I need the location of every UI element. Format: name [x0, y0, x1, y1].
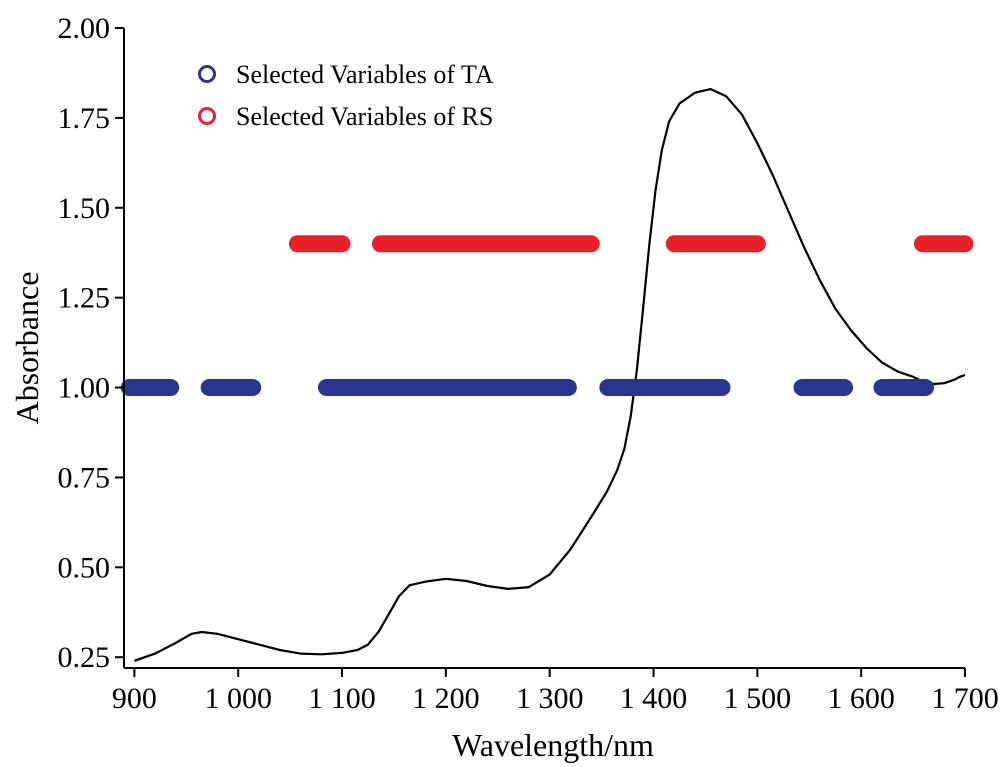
spectrum-layer: [134, 88, 966, 662]
y-tick-label: 1.75: [58, 102, 111, 135]
legend-label: Selected Variables of RS: [236, 102, 493, 131]
y-tick-label: 0.50: [58, 551, 111, 584]
x-tick-label: 1 700: [931, 682, 999, 715]
x-tick-label: 1 000: [204, 682, 272, 715]
y-tick-label: 0.75: [58, 461, 111, 494]
x-tick-label: 1 500: [724, 682, 792, 715]
x-tick-label: 1 300: [516, 682, 584, 715]
ticks: 0.25 0.50 0.75 1.00 1.25 1.50 1.75 2.00 900 1 000…: [58, 12, 999, 715]
y-tick-label: 1.50: [58, 192, 111, 225]
y-tick-label: 2.00: [58, 12, 111, 45]
y-tick-label: 1.00: [58, 372, 111, 405]
x-tick-label: 1 600: [827, 682, 895, 715]
x-tick-label: 900: [112, 682, 157, 715]
absorbance-spectrum-line: [134, 88, 966, 662]
y-tick-label: 0.25: [58, 641, 111, 674]
legend-marker: [198, 65, 216, 83]
legend: Selected Variables of TA Selected Variabl…: [198, 60, 494, 131]
x-tick-label: 1 200: [412, 682, 480, 715]
x-tick-label: 1 400: [620, 682, 688, 715]
x-tick-label: 1 100: [308, 682, 376, 715]
legend-marker: [198, 107, 216, 125]
axes: [123, 28, 965, 669]
y-tick-label: 1.25: [58, 282, 111, 315]
x-axis-title: Wavelength/nm: [452, 727, 654, 763]
selected-variable-bands: [120, 235, 974, 397]
legend-label: Selected Variables of TA: [236, 60, 494, 89]
y-axis-title: Absorbance: [9, 272, 45, 425]
